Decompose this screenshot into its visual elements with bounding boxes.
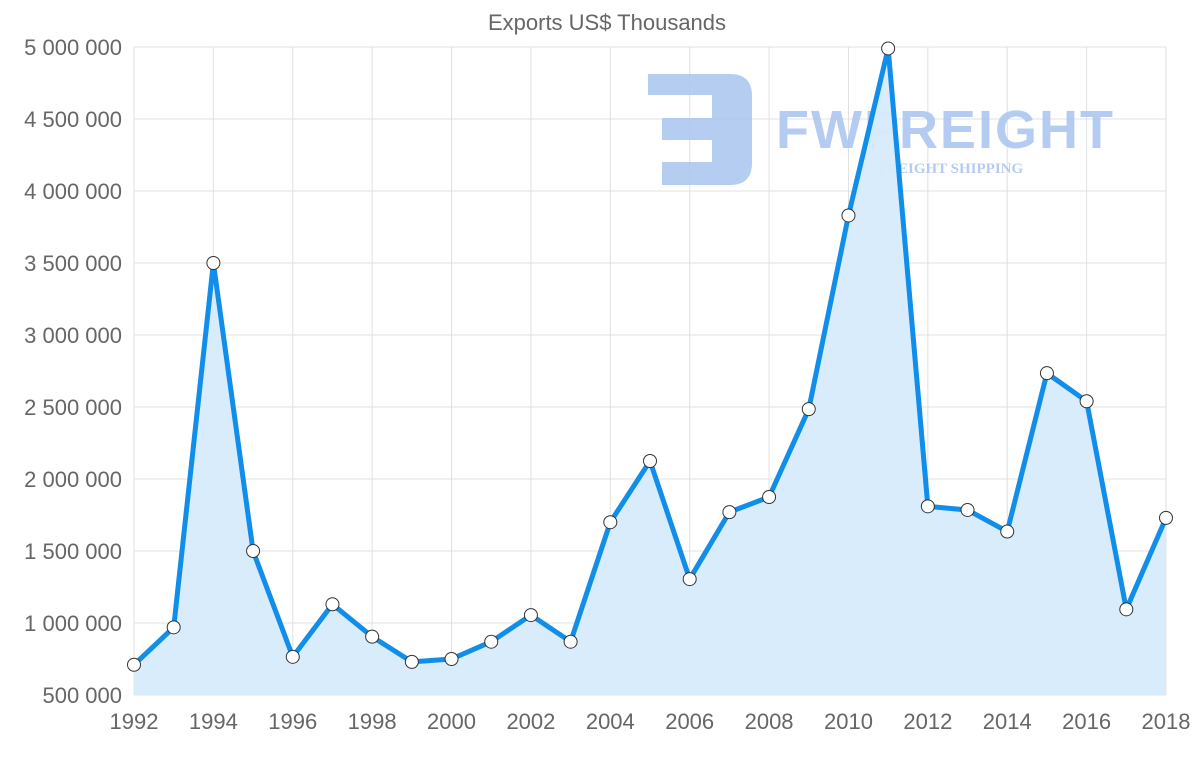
x-tick-label: 2010 xyxy=(824,709,873,734)
x-tick-label: 1996 xyxy=(268,709,317,734)
data-point-2013[interactable] xyxy=(960,502,975,517)
data-point-2014[interactable] xyxy=(1000,524,1015,539)
watermark-tagline-text: FREIGHT SHIPPING xyxy=(878,161,1023,177)
data-point-1998[interactable] xyxy=(365,629,380,644)
watermark-brand-text: FWFREIGHT xyxy=(776,100,1115,160)
x-tick-label: 2000 xyxy=(427,709,476,734)
y-tick-label: 3 000 000 xyxy=(24,323,122,348)
data-point-1997[interactable] xyxy=(325,597,340,612)
chart-title: Exports US$ Thousands xyxy=(488,10,726,35)
x-axis-labels: 1992 1994 1996 1998 2000 2002 2004 2006 2008 2010… xyxy=(110,709,1191,734)
data-point-2008[interactable] xyxy=(762,490,777,504)
data-point-1992[interactable] xyxy=(127,657,141,672)
data-point-2018[interactable] xyxy=(1159,510,1173,525)
x-tick-label: 1994 xyxy=(189,709,238,734)
data-points xyxy=(127,41,1173,672)
x-tick-label: 2014 xyxy=(983,709,1032,734)
y-tick-label: 4 000 000 xyxy=(24,179,122,204)
x-tick-label: 2004 xyxy=(586,709,635,734)
data-point-1993[interactable] xyxy=(166,620,181,635)
y-tick-label: 2 500 000 xyxy=(24,395,122,420)
data-point-2012[interactable] xyxy=(920,499,935,514)
data-point-2016[interactable] xyxy=(1079,394,1094,409)
data-point-1995[interactable] xyxy=(246,544,261,558)
data-point-2002[interactable] xyxy=(523,608,538,623)
data-point-2006[interactable] xyxy=(682,572,697,587)
x-tick-label: 2016 xyxy=(1062,709,1111,734)
data-point-2009[interactable] xyxy=(801,402,816,417)
data-point-1999[interactable] xyxy=(404,654,419,669)
x-tick-label: 2008 xyxy=(745,709,794,734)
data-point-1996[interactable] xyxy=(285,649,300,664)
x-tick-label: 2006 xyxy=(665,709,714,734)
data-point-2010[interactable] xyxy=(841,208,856,223)
y-tick-label: 4 500 000 xyxy=(24,107,122,132)
x-tick-label: 2002 xyxy=(506,709,555,734)
y-tick-label: 2 000 000 xyxy=(24,467,122,492)
data-point-2011[interactable] xyxy=(881,41,896,56)
data-point-2017[interactable] xyxy=(1119,602,1134,617)
y-tick-label: 1 500 000 xyxy=(24,539,122,564)
brand-logo-icon xyxy=(648,74,752,185)
x-tick-label: 2012 xyxy=(903,709,952,734)
watermark-logo: FWFREIGHT FREIGHT SHIPPING xyxy=(648,74,1115,185)
y-tick-label: 1 000 000 xyxy=(24,611,122,636)
y-axis-labels: 500 000 1 000 000 1 500 000 2 000 000 2 500 … xyxy=(24,35,122,708)
x-tick-label: 2018 xyxy=(1142,709,1191,734)
data-point-2001[interactable] xyxy=(484,634,499,649)
y-tick-label: 3 500 000 xyxy=(24,251,122,276)
y-tick-label: 500 000 xyxy=(42,683,122,708)
data-point-2004[interactable] xyxy=(603,515,618,530)
x-tick-label: 1998 xyxy=(348,709,397,734)
x-tick-label: 1992 xyxy=(110,709,159,734)
area-fill xyxy=(134,48,1166,695)
data-point-2015[interactable] xyxy=(1039,366,1054,381)
data-point-2000[interactable] xyxy=(444,652,459,666)
data-point-2005[interactable] xyxy=(643,454,657,468)
y-tick-label: 5 000 000 xyxy=(24,35,122,60)
data-point-1994[interactable] xyxy=(206,256,221,270)
data-point-2003[interactable] xyxy=(563,634,578,649)
data-point-2007[interactable] xyxy=(722,505,737,520)
